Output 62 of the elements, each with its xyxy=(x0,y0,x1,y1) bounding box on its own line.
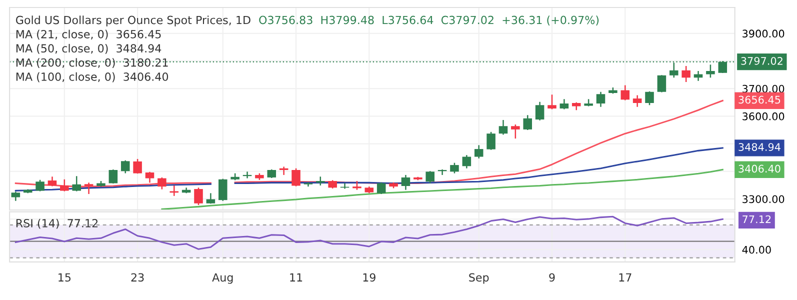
ref-line-label: 3797.02 xyxy=(741,56,782,65)
candlestick xyxy=(170,184,179,197)
candlestick xyxy=(194,187,203,206)
candlestick xyxy=(145,171,154,184)
candlestick xyxy=(560,98,569,110)
candlestick xyxy=(706,64,715,78)
candlestick xyxy=(108,168,118,184)
data-label: 3484.94 xyxy=(738,143,780,151)
y-tick-label: 40.00 xyxy=(742,246,771,254)
candlestick xyxy=(462,154,472,169)
candlestick xyxy=(632,94,642,108)
x-tick-label: 9 xyxy=(549,273,555,282)
candlestick xyxy=(450,162,459,174)
candlestick xyxy=(72,175,81,192)
candlestick xyxy=(498,119,508,136)
x-tick-label: 17 xyxy=(619,273,632,282)
x-tick-label: Sep xyxy=(469,273,489,284)
annotation: MA (50, close, 0) 3484.94 xyxy=(16,44,162,54)
candlestick xyxy=(158,176,166,190)
y-tick-label: 77.12 xyxy=(742,215,771,224)
candlestick xyxy=(84,182,94,195)
candlestick xyxy=(426,170,434,184)
y-tick-label: 3300.00 xyxy=(742,195,784,204)
annotation: MA (200, close, 0) 3180.21 xyxy=(16,58,168,68)
candlestick xyxy=(535,101,544,121)
candlestick xyxy=(292,168,300,187)
y-tick-label: 3900.00 xyxy=(742,30,784,38)
candlestick xyxy=(133,158,142,174)
candlestick xyxy=(486,131,496,150)
candlestick xyxy=(682,65,690,83)
x-tick-label: 15 xyxy=(58,273,71,282)
y-tick-label: 3700.00 xyxy=(742,84,784,93)
candlestick xyxy=(645,90,654,106)
annotation: MA (100, close, 0) 3406.40 xyxy=(16,72,168,82)
candlestick xyxy=(120,160,130,174)
candlestick xyxy=(60,178,69,192)
candlestick xyxy=(523,114,532,131)
line-series xyxy=(14,216,724,250)
annotation: MA (21, close, 0) 3656.45 xyxy=(16,30,161,40)
x-tick-label: 19 xyxy=(363,273,376,282)
annotation: O3756.83 H3799.48 L3756.64 C3797.02 +36.31 (+0.97%) xyxy=(259,16,599,26)
candlestick xyxy=(401,174,410,190)
data-label: 3406.40 xyxy=(738,164,780,173)
candlestick xyxy=(11,191,20,202)
line-series xyxy=(161,168,724,210)
candlestick xyxy=(218,178,228,202)
candlestick xyxy=(474,144,484,160)
candlestick xyxy=(596,91,606,108)
x-tick-label: 11 xyxy=(290,273,302,282)
candlestick xyxy=(620,84,630,101)
candlestick xyxy=(657,74,666,93)
text: Gold US Dollars per Ounce Spot Prices, 1D xyxy=(16,16,250,26)
y-tick-label: 3600.00 xyxy=(742,112,784,120)
candlestick xyxy=(376,182,386,195)
x-tick-label: 23 xyxy=(131,273,144,282)
candlestick xyxy=(548,94,556,110)
candlestick xyxy=(36,179,44,192)
x-tick-label: Aug xyxy=(212,273,233,284)
data-label: 3656.45 xyxy=(738,96,780,104)
annotation: RSI (14) 77.12 xyxy=(16,218,98,229)
candlestick xyxy=(511,124,520,140)
candlestick xyxy=(48,176,57,187)
